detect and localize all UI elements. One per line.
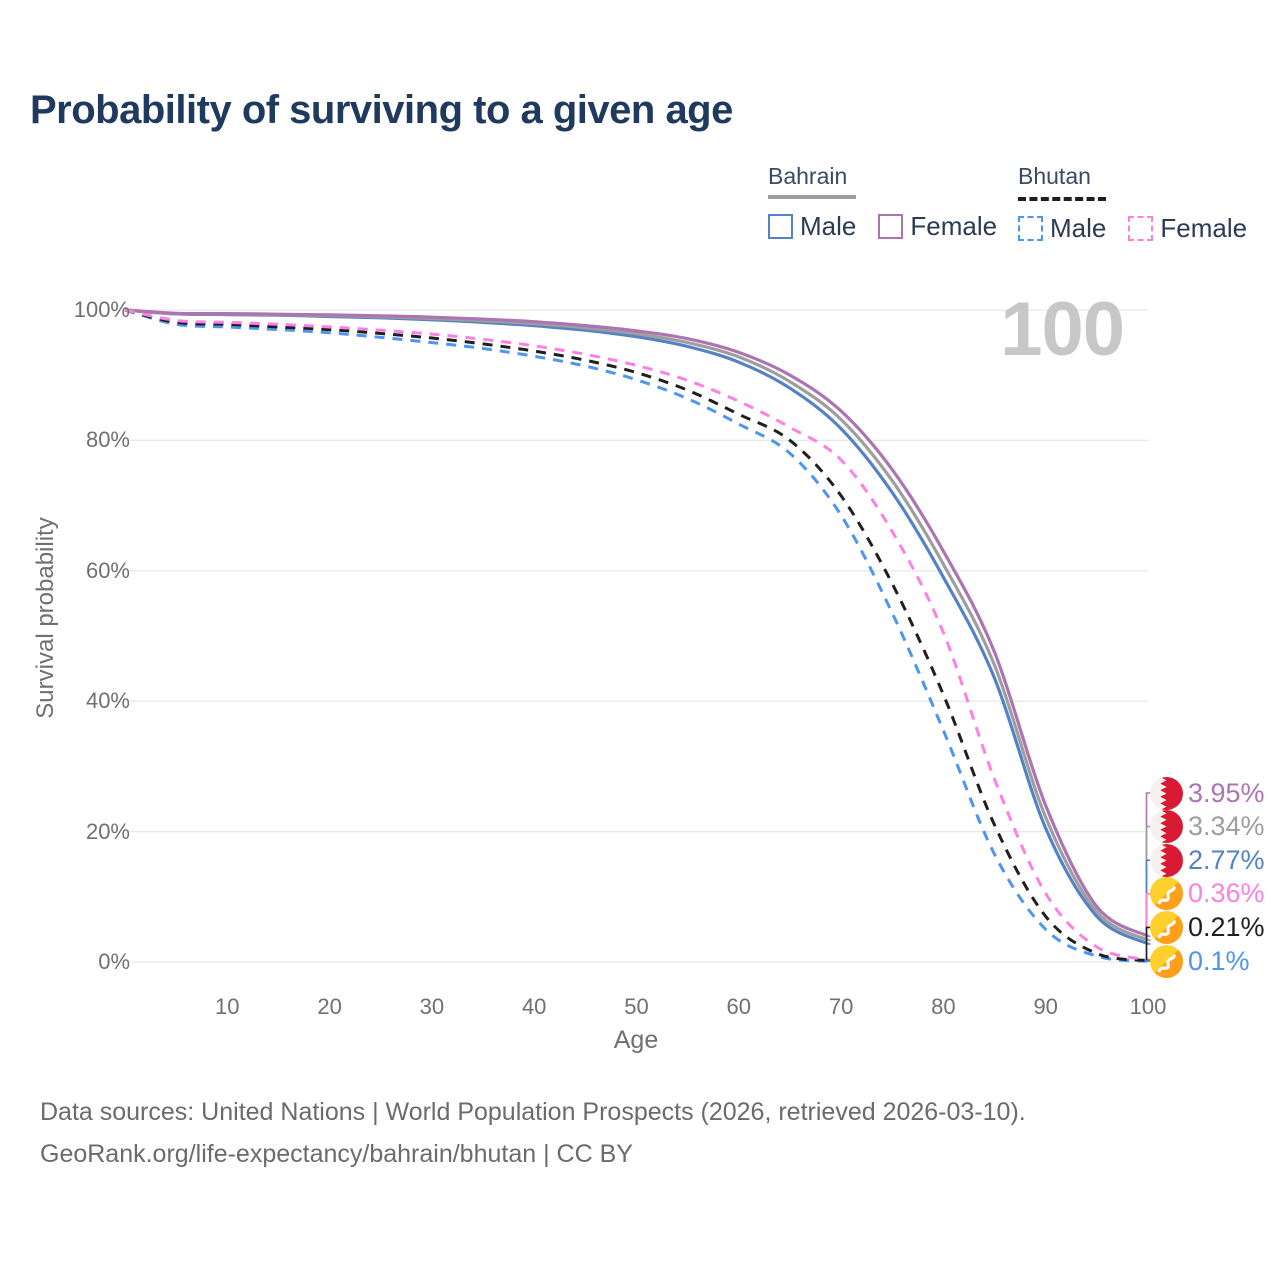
footer-data-sources: Data sources: United Nations | World Pop… (40, 1098, 1026, 1126)
end-label-value: 0.21% (1188, 911, 1265, 942)
legend-swatch-bahrain-male (768, 214, 793, 239)
legend-linestyle-bhutan (1018, 197, 1106, 201)
x-tick-100: 100 (1129, 994, 1167, 1019)
legend-label-bahrain-male: Male (800, 211, 857, 241)
legend-item-bhutan-male[interactable]: Male (1018, 213, 1106, 244)
end-label-bhutan-both-sexes: 0.21% (1150, 910, 1265, 944)
y-tick-60%: 60% (85, 557, 130, 583)
y-tick-0%: 0% (98, 949, 130, 974)
x-tick-90: 90 (1033, 994, 1058, 1019)
legend-swatch-bhutan-male (1018, 216, 1043, 241)
series-line-bhutan-female (124, 308, 1149, 962)
age-watermark: 100 (1000, 287, 1125, 372)
x-tick-10: 10 (215, 994, 240, 1019)
series-line-bahrain-male (124, 308, 1149, 946)
end-label-value: 2.77% (1188, 844, 1265, 875)
legend-swatch-bahrain-female (878, 214, 904, 239)
legend-group-bahrain: Bahrain Male Female (768, 163, 997, 242)
legend-label-bhutan-male: Male (1050, 213, 1107, 243)
bhutan-flag-icon (1150, 877, 1183, 911)
page-title: Probability of surviving to a given age (30, 88, 733, 132)
end-label-value: 3.95% (1188, 777, 1265, 808)
bahrain-flag-icon (1150, 776, 1183, 810)
series-line-bhutan-male (124, 308, 1149, 963)
legend-country-bahrain: Bahrain (768, 163, 848, 189)
series-line-bahrain-female (124, 308, 1149, 938)
legend-linestyle-bahrain (768, 195, 856, 199)
y-tick-80%: 80% (85, 427, 130, 453)
legend-row-bhutan: Male Female (1018, 213, 1247, 244)
bahrain-flag-icon (1150, 810, 1183, 844)
x-axis-title: Age (613, 1026, 659, 1054)
x-tick-60: 60 (726, 994, 752, 1019)
legend-row-bahrain: Male Female (768, 211, 997, 242)
y-tick-20%: 20% (85, 818, 130, 844)
x-tick-50: 50 (624, 994, 649, 1019)
legend-label-bahrain-female: Female (910, 211, 998, 241)
end-label-value: 0.36% (1188, 878, 1265, 909)
legend-country-bhutan: Bhutan (1018, 163, 1091, 189)
end-label-value: 3.34% (1188, 811, 1265, 842)
end-label-value: 0.1% (1188, 945, 1250, 976)
end-label-bahrain-both-sexes: 3.34% (1150, 810, 1265, 844)
legend-item-bahrain-male[interactable]: Male (768, 211, 856, 242)
x-tick-20: 20 (317, 994, 342, 1019)
end-label-bahrain-female: 3.95% (1150, 776, 1265, 810)
legend-item-bhutan-female[interactable]: Female (1128, 213, 1247, 244)
bahrain-flag-icon (1150, 843, 1183, 877)
x-tick-70: 70 (828, 994, 854, 1019)
y-tick-100%: 100% (73, 297, 130, 322)
end-label-bahrain-male: 2.77% (1150, 843, 1265, 877)
footer-source-url: GeoRank.org/life-expectancy/bahrain/bhut… (40, 1140, 633, 1168)
end-label-bhutan-female: 0.36% (1150, 877, 1265, 911)
series-line-bhutan-both-sexes (124, 308, 1149, 963)
bhutan-flag-icon (1150, 944, 1183, 978)
end-label-bhutan-male: 0.1% (1150, 944, 1250, 978)
x-tick-30: 30 (419, 994, 445, 1019)
x-tick-40: 40 (521, 994, 547, 1019)
y-tick-40%: 40% (85, 688, 130, 714)
x-tick-80: 80 (931, 994, 956, 1019)
legend-label-bhutan-female: Female (1160, 213, 1248, 243)
series-line-bahrain-both-sexes (124, 308, 1149, 942)
legend-item-bahrain-female[interactable]: Female (878, 211, 997, 242)
legend-swatch-bhutan-female (1128, 216, 1154, 241)
legend-group-bhutan: Bhutan Male Female (1018, 163, 1247, 244)
bhutan-flag-icon (1150, 910, 1183, 944)
